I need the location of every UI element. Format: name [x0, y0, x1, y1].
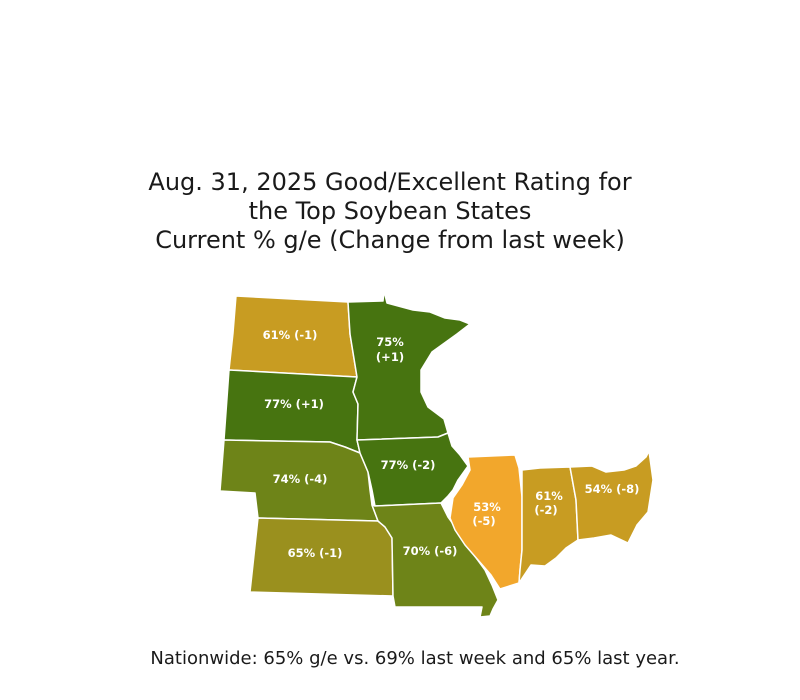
state-illinois — [449, 454, 523, 590]
label-iowa: 77% (-2) — [381, 458, 436, 472]
state-iowa — [356, 432, 469, 507]
label-ohio: 54% (-8) — [585, 482, 640, 496]
nationwide-footnote: Nationwide: 65% g/e vs. 69% last week an… — [150, 648, 680, 669]
map-title: Aug. 31, 2025 Good/Excellent Rating for … — [90, 168, 690, 255]
label-indiana-line-2: (-2) — [534, 503, 557, 517]
label-missouri: 70% (-6) — [403, 544, 458, 558]
label-north-dakota: 61% (-1) — [263, 328, 318, 342]
map-title-line-1: Aug. 31, 2025 Good/Excellent Rating for — [148, 168, 632, 196]
label-minnesota-line-2: (+1) — [376, 350, 404, 364]
state-indiana — [518, 466, 579, 584]
label-illinois-line-1: 53% — [473, 500, 501, 514]
label-minnesota-line-1: 75% — [376, 335, 404, 349]
state-nebraska — [219, 439, 379, 522]
label-south-dakota: 77% (+1) — [264, 397, 324, 411]
label-illinois-line-2: (-5) — [472, 514, 495, 528]
label-indiana-line-1: 61% — [535, 489, 563, 503]
label-kansas: 65% (-1) — [288, 546, 343, 560]
map-title-line-2: the Top Soybean States — [248, 197, 532, 225]
map-title-line-3: Current % g/e (Change from last week) — [155, 226, 625, 254]
state-minnesota — [347, 290, 471, 441]
state-ohio — [569, 450, 654, 544]
label-nebraska: 74% (-4) — [273, 472, 328, 486]
